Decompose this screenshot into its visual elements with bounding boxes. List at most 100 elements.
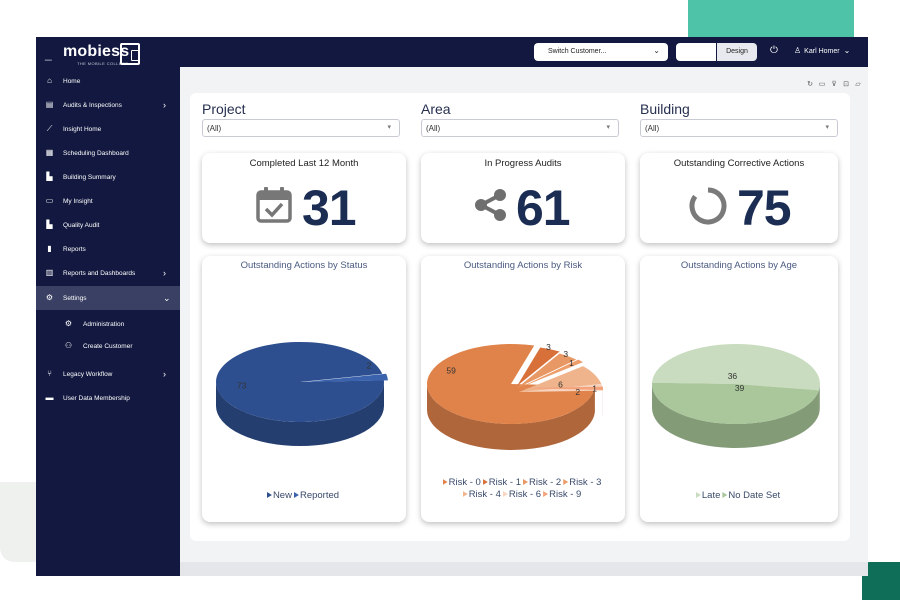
legend-swatch	[462, 491, 468, 497]
kpi-card-corrective[interactable]: Outstanding Corrective Actions 75	[640, 153, 838, 243]
sidebar-item-scheduling-dashboard[interactable]: ▦ Scheduling Dashboard	[36, 141, 180, 165]
legend-entry[interactable]: New	[266, 490, 292, 501]
chart-card-age[interactable]: Outstanding Actions by Age 39 36 Late No D…	[640, 256, 838, 522]
sidebar-item-legacy-workflow[interactable]: ⑂ Legacy Workflow ›	[36, 362, 180, 386]
switch-customer-select[interactable]: Switch Customer... ⌄	[534, 43, 668, 61]
share-icon	[475, 189, 506, 221]
filter-title-project: Project	[202, 101, 246, 117]
clipboard-icon: ▤	[45, 100, 54, 109]
power-icon[interactable]: ⏻	[770, 45, 778, 56]
legend-swatch	[482, 479, 488, 485]
legend-label: Reported	[299, 490, 340, 501]
pie-slice-risk-1[interactable]	[517, 347, 560, 386]
chevron-down-icon: ⌄	[163, 293, 171, 303]
chevron-right-icon: ›	[163, 268, 166, 278]
status-pie-chart: 73 2	[216, 342, 388, 446]
cogs-icon: ⚙	[45, 293, 54, 302]
kpi-card-in-progress[interactable]: In Progress Audits 61	[421, 153, 625, 243]
chart-legend: Late No Date Set	[640, 490, 838, 502]
pie-slice-risk-0[interactable]	[427, 344, 595, 450]
building-filter-select[interactable]: (All) ▾	[640, 119, 838, 137]
sidebar: ⌂ Home ▤ Audits & Inspections › ⟋ Insight Home…	[36, 67, 180, 576]
legend-entry[interactable]: Risk - 0	[442, 477, 481, 488]
comment-icon[interactable]: ▱	[855, 81, 861, 88]
library-icon: ▥	[45, 268, 54, 277]
horizontal-scrollbar[interactable]	[180, 562, 868, 576]
filter-title-building: Building	[640, 101, 690, 117]
caret-down-icon: ▾	[387, 124, 391, 131]
legend-entry[interactable]: Reported	[293, 490, 340, 501]
logo-device-icon	[120, 43, 140, 65]
chart-legend: New Reported	[202, 490, 406, 502]
legend-entry[interactable]: No Date Set	[722, 490, 780, 501]
legend-entry[interactable]: Risk - 9	[543, 489, 581, 500]
sidebar-item-administration[interactable]: ⚙ Administration	[36, 312, 180, 336]
sidebar-item-create-customer[interactable]: ⚇ Create Customer	[36, 334, 180, 358]
export-icon[interactable]: ⊡	[843, 81, 849, 88]
sidebar-item-label: Reports and Dashboards	[63, 270, 136, 277]
kpi-value: 75	[737, 180, 792, 236]
legend-entry[interactable]: Risk - 6	[502, 489, 541, 500]
legend-entry[interactable]: Risk - 2	[523, 477, 561, 488]
sidebar-item-home[interactable]: ⌂ Home	[36, 69, 180, 93]
folder-icon[interactable]: ▭	[818, 81, 826, 88]
kpi-title: Outstanding Corrective Actions	[673, 158, 805, 169]
clear-filter-icon[interactable]: ⊽	[831, 81, 837, 88]
pie-slice-risk-3[interactable]	[519, 359, 584, 388]
project-filter-select[interactable]: (All) ▾	[202, 119, 400, 137]
dashboard-canvas: Project (All) ▾ Area (All) ▾ Building (A…	[190, 93, 850, 541]
kpi-card-completed[interactable]: Completed Last 12 Month 31	[202, 153, 406, 243]
user-menu[interactable]: ♙ Karl Homer ⌄	[794, 46, 850, 55]
sidebar-item-label: Audits & Inspections	[63, 102, 122, 109]
design-button[interactable]: Design	[717, 43, 757, 61]
legend-label: Risk - 1	[488, 477, 521, 488]
chart-title: Outstanding Actions by Age	[680, 260, 798, 271]
legend-entry[interactable]: Risk - 1	[482, 477, 521, 488]
chart-card-risk[interactable]: Outstanding Actions by Risk 59 3 3 1 6 2 1 Ris…	[421, 256, 625, 522]
legend-label: Late	[701, 490, 721, 501]
pie-slice-reported[interactable]	[304, 373, 388, 382]
menu-toggle-icon[interactable]: _	[45, 47, 52, 61]
caret-down-icon: ▾	[606, 124, 610, 131]
sidebar-item-user-data-membership[interactable]: ▬ User Data Membership	[36, 386, 180, 410]
sidebar-item-insight-home[interactable]: ⟋ Insight Home	[36, 117, 180, 141]
switch-customer-value: Switch Customer...	[548, 48, 607, 55]
sidebar-item-reports[interactable]: ▮ Reports	[36, 237, 180, 261]
sidebar-item-quality-audit[interactable]: ▙ Quality Audit	[36, 213, 180, 237]
pie-slice-late[interactable]	[652, 344, 820, 415]
app-window: _ mobiess THE MOBILE COLLEGE Switch Cust…	[36, 37, 868, 576]
refresh-icon[interactable]: ↻	[807, 81, 813, 88]
pie-slice-no-date-set[interactable]	[652, 382, 819, 448]
sidebar-item-reports-and-dashboards[interactable]: ▥ Reports and Dashboards ›	[36, 261, 180, 285]
chart-title: Outstanding Actions by Risk	[463, 260, 583, 271]
decorative-grey-shape	[0, 482, 38, 562]
pie-data-label: 2	[575, 387, 580, 397]
legend-entry[interactable]: Late	[695, 490, 721, 501]
area-filter-select[interactable]: (All) ▾	[421, 119, 619, 137]
branch-icon: ⑂	[47, 369, 52, 378]
user-name: Karl Homer	[804, 48, 840, 55]
legend-entry[interactable]: Risk - 4	[462, 489, 501, 500]
legend-swatch	[293, 492, 299, 498]
sidebar-item-audits-inspections[interactable]: ▤ Audits & Inspections ›	[36, 93, 180, 117]
chart-area-icon: ▙	[46, 220, 53, 229]
line-chart-icon: ⟋	[46, 124, 53, 133]
sidebar-item-my-insight[interactable]: ▭ My Insight	[36, 189, 180, 213]
sidebar-item-settings[interactable]: ⚙ Settings ⌄	[36, 286, 180, 310]
pie-slice-new[interactable]	[216, 342, 384, 446]
chart-card-status[interactable]: Outstanding Actions by Status 73 2 New Rep…	[202, 256, 406, 522]
sidebar-item-label: Insight Home	[63, 126, 102, 133]
sidebar-item-building-summary[interactable]: ▙ Building Summary	[36, 165, 180, 189]
kpi-value: 31	[302, 180, 357, 236]
sidebar-item-label: Legacy Workflow	[63, 371, 113, 378]
pie-slice-risk-4[interactable]	[519, 366, 602, 392]
legend-entry[interactable]: Risk - 3	[563, 477, 601, 488]
pie-slice-risk-9[interactable]	[519, 386, 603, 416]
pie-slice-risk-2[interactable]	[517, 353, 577, 388]
legend-swatch	[266, 492, 272, 498]
view-button[interactable]	[676, 43, 716, 61]
sidebar-item-label: Home	[63, 78, 81, 85]
legend-swatch	[695, 492, 701, 498]
chevron-down-icon: ⌄	[843, 46, 851, 55]
